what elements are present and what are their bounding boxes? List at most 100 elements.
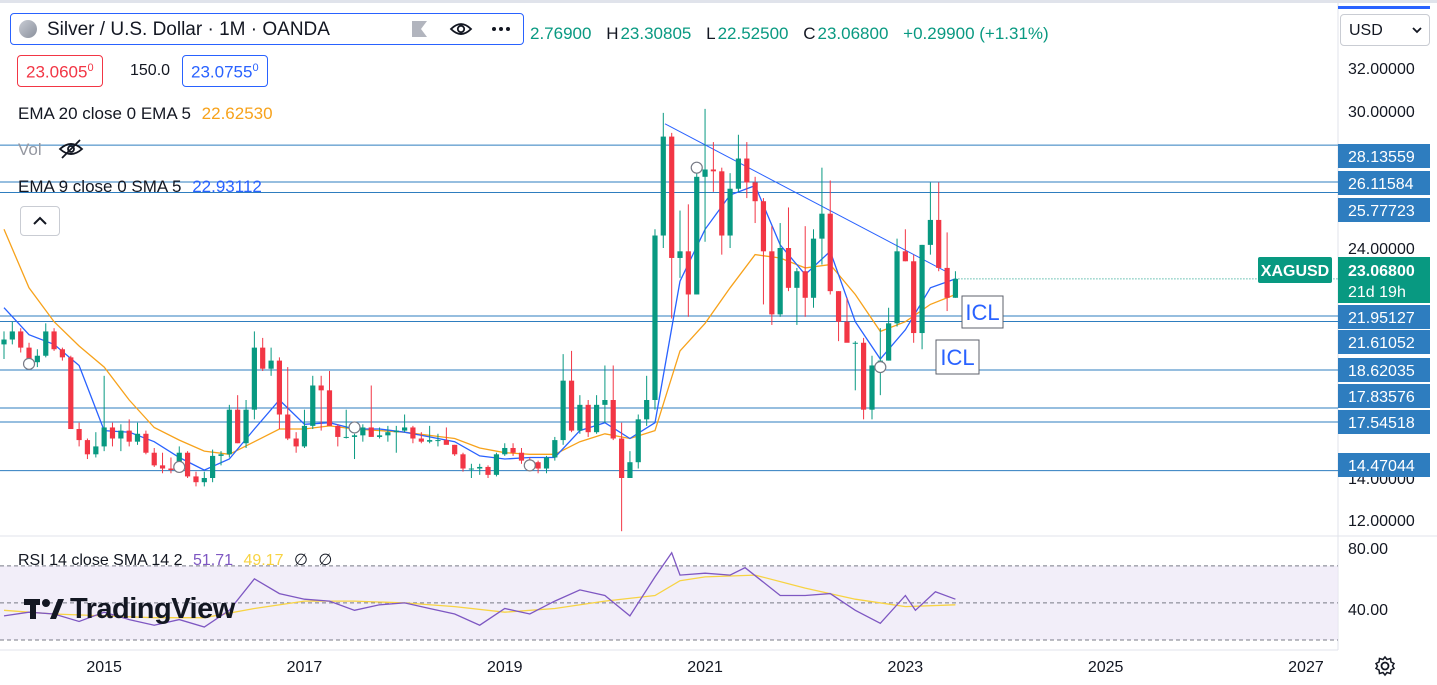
- candle: [43, 323, 49, 358]
- flag-icon[interactable]: [407, 18, 431, 40]
- rsi-sma-line: [3, 574, 956, 619]
- candle: [627, 451, 633, 478]
- candle: [702, 108, 708, 242]
- candle: [694, 171, 700, 295]
- candle: [243, 400, 249, 448]
- candle-body: [785, 248, 792, 288]
- candle-body: [869, 365, 875, 410]
- candle-body: [368, 427, 374, 437]
- candle-body: [886, 323, 892, 361]
- ema20-value: 22.62530: [201, 104, 273, 123]
- candle: [769, 226, 775, 325]
- buy-button[interactable]: 23.07550: [182, 55, 268, 87]
- symbol-header[interactable]: Silver / U.S. Dollar · 1M · OANDA: [10, 13, 524, 45]
- candle-body: [68, 357, 74, 430]
- candle-body: [43, 331, 49, 356]
- candle: [34, 349, 40, 368]
- candle-body: [443, 440, 449, 445]
- candle: [393, 425, 399, 453]
- candle-body: [235, 409, 241, 444]
- candle-body: [552, 440, 558, 458]
- candle-body: [418, 438, 424, 442]
- candle: [93, 432, 99, 458]
- price-axis-label: 30.00000: [1348, 104, 1415, 121]
- event-marker: [348, 421, 361, 434]
- candle-body: [568, 380, 575, 431]
- level-price-tag-label: 26.11584: [1348, 176, 1414, 193]
- candle: [143, 430, 149, 455]
- candle: [493, 452, 500, 477]
- candle: [260, 337, 266, 371]
- candle-body: [243, 409, 249, 444]
- candle: [402, 414, 408, 433]
- candle-body: [769, 251, 775, 315]
- candle: [844, 297, 850, 343]
- high-label: H: [606, 24, 619, 43]
- ohlc-readout: 2.76900 H 23.30805 L 22.52500 C 23.06800 +0…: [530, 24, 1051, 44]
- candle-body: [393, 430, 399, 433]
- icl-annotation-label: ICL: [965, 300, 999, 325]
- candle-body: [860, 342, 867, 410]
- rsi-legend[interactable]: RSI 14 close SMA 14 2 51.71 49.17 ∅ ∅: [18, 550, 332, 570]
- candle: [159, 452, 166, 474]
- candle-body: [577, 404, 583, 431]
- candle-body: [268, 360, 274, 369]
- ema9-legend[interactable]: EMA 9 close 0 SMA 5 22.93112: [18, 177, 262, 197]
- candle: [9, 321, 15, 345]
- currency-selector[interactable]: USD: [1340, 14, 1430, 46]
- candle: [510, 443, 516, 456]
- candle-body: [710, 169, 716, 172]
- candle: [293, 432, 299, 453]
- candle: [735, 134, 742, 192]
- more-options-icon[interactable]: [489, 18, 513, 40]
- candle: [919, 244, 925, 350]
- time-axis-label: 2015: [86, 659, 122, 676]
- candle: [752, 176, 758, 224]
- candle-body: [644, 400, 650, 420]
- candle: [268, 347, 274, 376]
- symbol-title: Silver / U.S. Dollar · 1M · OANDA: [47, 19, 330, 40]
- candle: [543, 455, 550, 474]
- rsi-extra-2: ∅: [318, 552, 333, 569]
- candle-body: [744, 158, 750, 183]
- candle-body: [902, 251, 908, 262]
- level-price-tag: [1338, 198, 1430, 222]
- candle: [936, 182, 942, 272]
- candle: [1, 331, 7, 359]
- symbol-tag-label: XAGUSD: [1261, 263, 1329, 280]
- candle: [677, 210, 683, 278]
- buy-price: 23.0755: [191, 62, 253, 82]
- candle-body: [168, 468, 174, 471]
- candle: [902, 229, 908, 262]
- candle-body: [844, 321, 850, 343]
- candle: [251, 331, 257, 420]
- hidden-eye-icon[interactable]: [58, 138, 84, 160]
- eye-icon[interactable]: [449, 18, 473, 40]
- candle-body: [827, 213, 833, 292]
- candle: [76, 422, 82, 447]
- candle: [301, 409, 308, 448]
- candle: [310, 375, 316, 430]
- candle: [109, 422, 116, 447]
- rsi-extra-1: ∅: [293, 552, 308, 569]
- tradingview-logo: TradingView: [22, 592, 235, 626]
- candle: [351, 433, 358, 460]
- event-marker: [874, 360, 887, 374]
- candle: [719, 167, 725, 255]
- collapse-legend-button[interactable]: [20, 206, 60, 236]
- candle: [59, 347, 65, 361]
- candle: [443, 427, 449, 445]
- candle-body: [335, 425, 341, 437]
- candle: [410, 425, 416, 444]
- rsi-value: 51.71: [192, 552, 234, 569]
- sell-button[interactable]: 23.06050: [17, 55, 103, 87]
- candle: [552, 436, 558, 461]
- candle-body: [468, 468, 475, 470]
- vol-legend[interactable]: Vol: [18, 139, 84, 160]
- candle-body: [376, 435, 383, 437]
- ema20-legend[interactable]: EMA 20 close 0 EMA 5 22.62530: [18, 104, 273, 124]
- ema9-line: [3, 184, 956, 471]
- settings-gear-icon[interactable]: [1374, 655, 1396, 677]
- tradingview-logo-icon: [24, 599, 64, 619]
